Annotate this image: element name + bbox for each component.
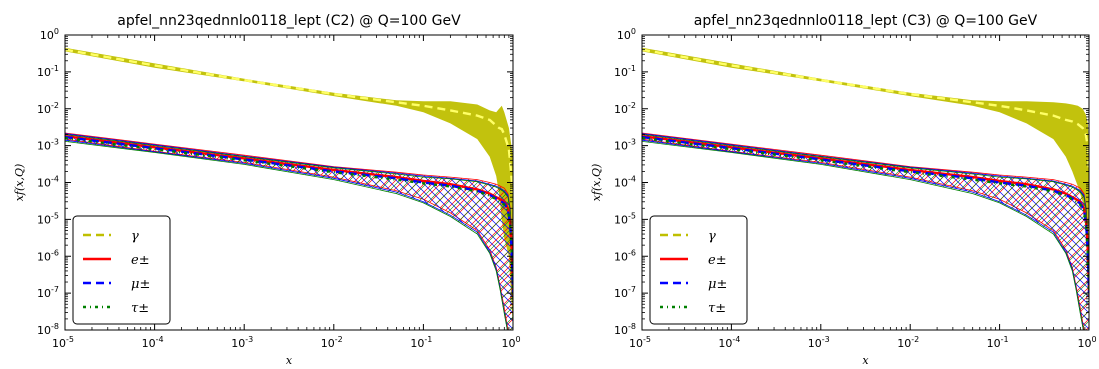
legend: γ e± μ± τ±	[72, 215, 171, 325]
legend: γ e± μ± τ±	[649, 215, 748, 325]
x-axis-label: x	[286, 354, 293, 367]
y-axis-label: xf(x,Q)	[590, 164, 603, 202]
legend-box	[72, 215, 171, 325]
y-tick-label: 10-1	[614, 64, 636, 79]
y-tick-label: 10-3	[614, 138, 636, 153]
y-tick-label: 10-2	[37, 101, 59, 116]
x-tick-label: 10-2	[897, 335, 919, 350]
legend-entry: e±	[708, 253, 727, 268]
y-tick-label: 10-3	[37, 138, 59, 153]
plot-area	[642, 47, 1089, 330]
x-axis-label: x	[862, 354, 869, 367]
legend-entry: e±	[131, 253, 150, 268]
y-tick-label: 10-7	[614, 285, 636, 300]
y-tick-label: 10-8	[614, 322, 636, 337]
band-4	[642, 134, 1089, 330]
series-line-4	[65, 136, 513, 294]
x-tick-label: 10-3	[808, 335, 830, 350]
x-tick-label: 100	[1077, 335, 1096, 350]
legend-entry: γ	[131, 229, 139, 244]
series-line-1	[65, 48, 513, 194]
series-line-1	[642, 48, 1089, 172]
y-tick-label: 10-7	[37, 285, 59, 300]
y-tick-label: 10-8	[37, 322, 59, 337]
y-tick-label: 10-6	[614, 248, 636, 263]
y-tick-label: 10-5	[37, 211, 59, 226]
series-line-4	[642, 136, 1089, 294]
y-tick-label: 100	[617, 27, 636, 42]
x-tick-label: 10-1	[987, 335, 1009, 350]
y-tick-label: 10-6	[37, 248, 59, 263]
x-tick-label: 10-2	[321, 335, 343, 350]
chart-panel-1: 10-8 10-7 10-6 10-5 10-4 10-3 10-2 10-1 100 10-5 1…	[13, 13, 521, 367]
legend-entry: τ±	[131, 301, 149, 316]
y-tick-label: 10-2	[614, 101, 636, 116]
legend-entry: μ±	[708, 277, 727, 292]
chart-title: apfel_nn23qednnlo0118_lept (C3) @ Q=100 …	[694, 13, 1038, 29]
plot-area	[65, 47, 513, 330]
y-tick-label: 10-5	[614, 211, 636, 226]
y-tick-label: 100	[40, 27, 59, 42]
legend-entry: μ±	[131, 277, 150, 292]
x-tick-label: 10-3	[231, 335, 253, 350]
legend-entry: γ	[708, 229, 716, 244]
y-tick-label: 10-4	[37, 175, 59, 190]
x-tick-label: 100	[501, 335, 520, 350]
x-tick-label: 10-4	[718, 335, 740, 350]
y-axis-label: xf(x,Q)	[13, 164, 26, 202]
band-4	[65, 134, 513, 330]
y-tick-label: 10-4	[614, 175, 636, 190]
chart-panel-2: 10-8 10-7 10-6 10-5 10-4 10-3 10-2 10-1 100 10-5 1…	[590, 13, 1097, 367]
y-tick-label: 10-1	[37, 64, 59, 79]
legend-entry: τ±	[708, 301, 726, 316]
x-tick-label: 10-5	[52, 335, 74, 350]
x-tick-label: 10-5	[629, 335, 651, 350]
legend-box	[649, 215, 748, 325]
x-tick-label: 10-4	[142, 335, 164, 350]
chart-title: apfel_nn23qednnlo0118_lept (C2) @ Q=100 …	[117, 13, 461, 29]
x-tick-label: 10-1	[410, 335, 432, 350]
